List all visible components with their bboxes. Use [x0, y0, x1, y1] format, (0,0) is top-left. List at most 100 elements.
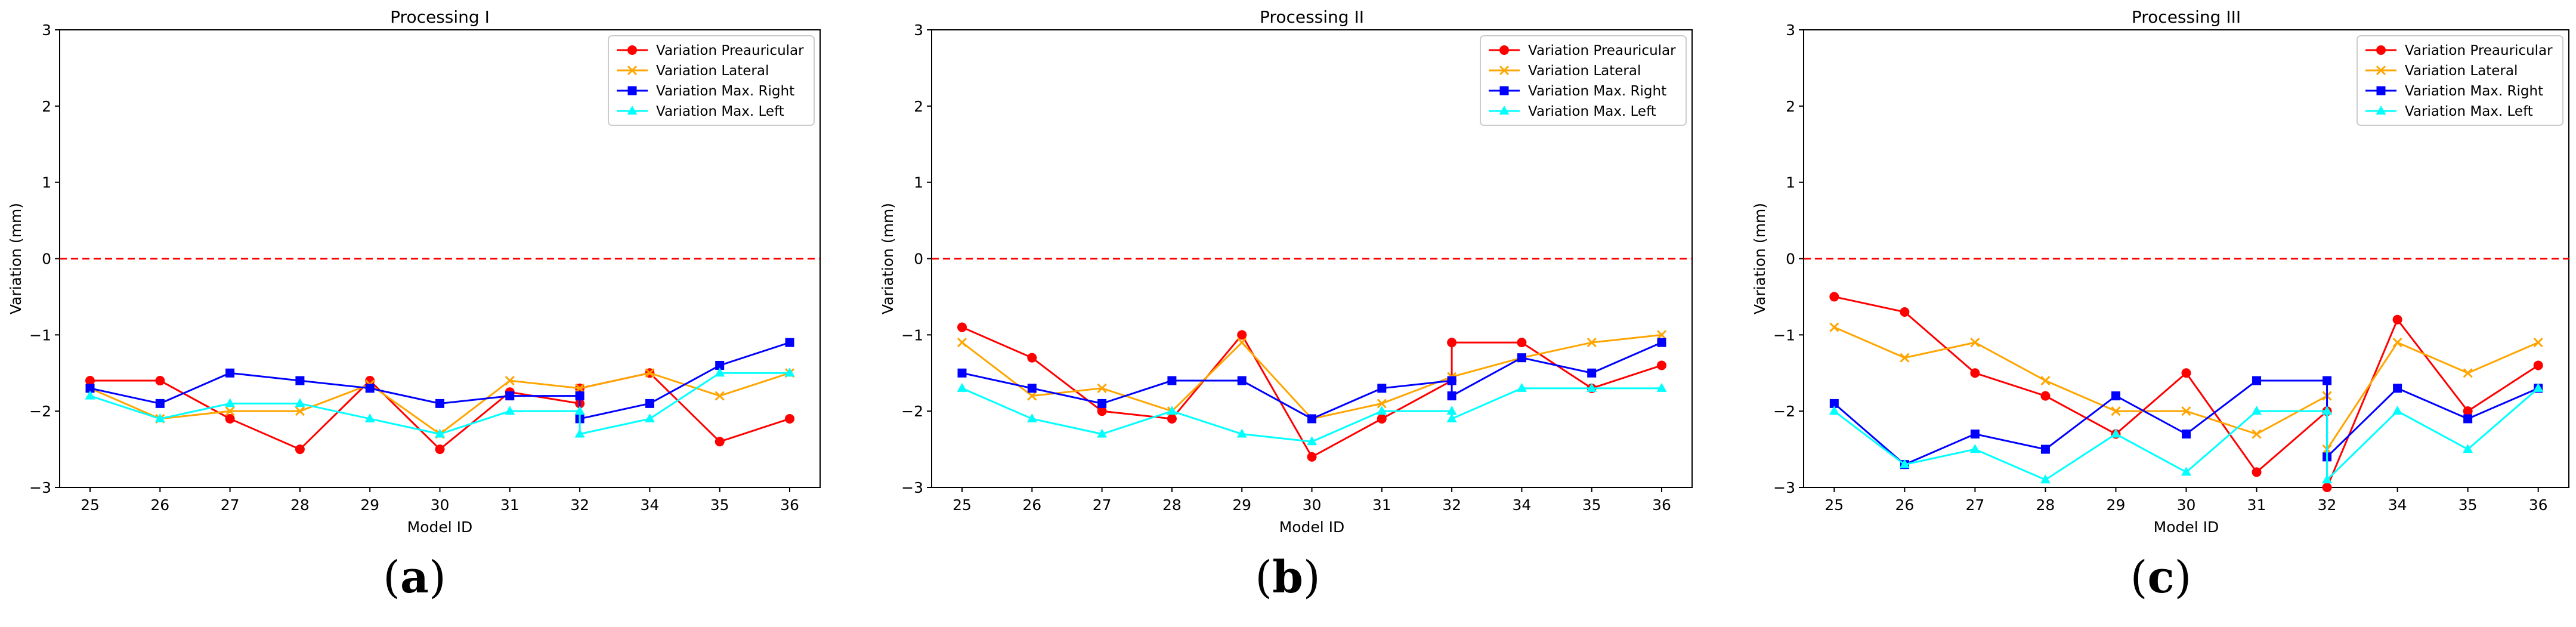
series-line-variation-max-right: [1833, 379, 2539, 466]
data-point-variation-max-left: [2392, 406, 2403, 415]
data-point-variation-max-left: [574, 428, 585, 438]
x-tick-label: 32: [1442, 496, 1461, 514]
data-point-variation-preauricular: [2392, 314, 2402, 325]
legend-marker-variation-max-right: [1499, 86, 1509, 95]
legend-marker-variation-preauricular: [2376, 45, 2386, 55]
panel-label-b-open: (: [1255, 552, 1273, 603]
data-point-variation-preauricular: [435, 444, 445, 455]
data-point-variation-preauricular: [2252, 467, 2262, 477]
series-line-variation-max-left: [89, 372, 790, 435]
x-tick-label: 34: [1512, 496, 1531, 514]
data-point-variation-max-left: [435, 428, 445, 438]
series-line-variation-max-right: [89, 341, 790, 420]
data-point-variation-preauricular: [85, 376, 95, 386]
y-tick-label: 2: [1786, 98, 1795, 115]
legend-marker-variation-max-right: [2376, 86, 2386, 95]
legend-marker-variation-preauricular: [627, 45, 637, 55]
data-point-variation-lateral: [575, 383, 585, 393]
x-tick-label: 26: [1022, 496, 1041, 514]
data-point-variation-max-right: [1027, 384, 1037, 393]
panel-label-b: (b): [1246, 552, 1329, 603]
panel-label-a-close: ): [428, 552, 446, 603]
data-point-variation-max-right: [1970, 430, 1980, 439]
data-point-variation-lateral: [1377, 399, 1387, 409]
data-point-variation-max-left: [784, 367, 795, 377]
chart-title: Processing III: [2132, 7, 2241, 27]
x-tick-label: 35: [710, 496, 729, 514]
legend-marker-variation-lateral: [627, 65, 638, 76]
x-tick-label: 32: [2318, 496, 2337, 514]
y-tick-label: −3: [901, 479, 923, 496]
data-point-variation-max-right: [1237, 376, 1247, 385]
y-axis-label: Variation (mm): [879, 203, 896, 314]
data-point-variation-lateral: [225, 406, 235, 416]
chart-panel-1: Processing I −3 −2 −1 0 1 2 3 25 26 27 28 29 30 31 32 34…: [7, 7, 821, 536]
data-point-variation-preauricular: [1829, 292, 1839, 302]
x-tick-label: 29: [360, 496, 379, 514]
x-tick-label: 31: [500, 496, 519, 514]
x-tick-label: 31: [1372, 496, 1391, 514]
data-point-variation-max-right: [1447, 391, 1456, 401]
data-point-variation-max-left: [154, 413, 165, 422]
x-tick-label: 34: [640, 496, 659, 514]
x-tick-label: 32: [570, 496, 589, 514]
data-point-variation-max-left: [505, 406, 515, 415]
data-point-variation-max-right: [2182, 430, 2191, 439]
series-line-variation-lateral: [1833, 326, 2539, 453]
data-point-variation-max-right: [435, 399, 444, 408]
data-point-variation-preauricular: [225, 413, 235, 424]
data-point-variation-lateral: [1027, 391, 1037, 401]
data-point-variation-max-left: [2181, 467, 2191, 476]
data-point-variation-max-left: [295, 398, 305, 407]
y-tick-label: 3: [1786, 21, 1795, 39]
data-point-variation-max-left: [2463, 444, 2473, 453]
data-point-variation-lateral: [1900, 353, 1910, 363]
y-tick-label: −1: [1773, 326, 1795, 344]
panel-label-c-open: (: [2130, 552, 2148, 603]
data-point-variation-max-left: [1377, 406, 1387, 415]
y-tick-label: 2: [42, 98, 51, 115]
data-point-variation-lateral: [1829, 322, 1839, 332]
x-tick-label: 25: [953, 496, 972, 514]
data-point-variation-preauricular: [2322, 483, 2332, 492]
x-axis-label: Model ID: [1279, 518, 1345, 536]
data-point-variation-preauricular: [1377, 413, 1387, 424]
legend-label-variation-preauricular: Variation Preauricular: [2405, 43, 2553, 58]
data-point-variation-max-left: [644, 413, 655, 422]
data-point-variation-lateral: [2392, 338, 2402, 348]
y-tick-label: 3: [42, 21, 51, 39]
x-tick-label: 34: [2388, 496, 2407, 514]
legend-label-variation-max-right: Variation Max. Right: [656, 84, 794, 99]
data-point-variation-max-left: [2040, 474, 2051, 484]
data-point-variation-lateral: [2252, 429, 2262, 439]
x-tick-label: 29: [1232, 496, 1251, 514]
x-tick-label: 25: [81, 496, 100, 514]
series-line-variation-preauricular: [1834, 295, 2539, 488]
panel-label-c-close: ): [2174, 552, 2192, 603]
data-point-variation-lateral: [505, 375, 515, 386]
y-tick-label: −3: [1773, 479, 1795, 496]
x-tick-label: 28: [2036, 496, 2055, 514]
x-tick-label: 36: [2529, 496, 2548, 514]
data-point-variation-max-right: [575, 391, 585, 401]
data-point-variation-preauricular: [1097, 406, 1107, 416]
data-point-variation-max-left: [574, 406, 585, 415]
data-point-variation-max-left: [85, 390, 95, 400]
legend-box: [1480, 35, 1687, 126]
legend-label-variation-lateral: Variation Lateral: [1528, 63, 1641, 79]
data-point-variation-max-right: [1587, 368, 1597, 378]
data-point-variation-preauricular: [295, 444, 305, 455]
data-point-variation-max-right: [1377, 384, 1387, 393]
x-tick-label: 30: [431, 496, 450, 514]
y-tick-label: 1: [914, 174, 923, 192]
data-point-variation-preauricular: [1167, 413, 1177, 424]
data-point-variation-max-left: [1446, 413, 1457, 422]
data-point-variation-max-left: [1236, 428, 1247, 438]
legend: Variation Preauricular Variation Lateral V…: [608, 35, 815, 126]
x-tick-label: 28: [1162, 496, 1182, 514]
data-point-variation-lateral: [957, 338, 967, 348]
legend-marker-variation-preauricular: [1499, 45, 1509, 55]
chart-title: Processing I: [390, 7, 490, 27]
data-point-variation-preauricular: [2463, 406, 2473, 416]
data-point-variation-max-right: [645, 399, 654, 408]
